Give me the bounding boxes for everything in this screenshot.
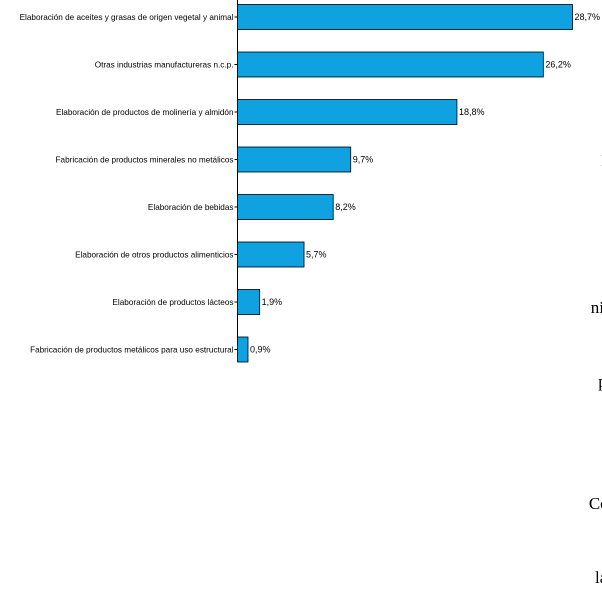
side-text-line: En <box>560 149 602 174</box>
category-label: Elaboración de aceites y grasas de orige… <box>20 13 234 22</box>
value-label: 8,2% <box>335 202 356 212</box>
bar <box>237 194 334 220</box>
side-text-line: la p <box>594 567 602 587</box>
bar-chart: Elaboración de aceites y grasas de orige… <box>20 0 601 363</box>
bar <box>237 99 458 125</box>
value-label: 18,8% <box>459 107 485 117</box>
category-label: Elaboración de otros productos alimentic… <box>75 251 233 260</box>
category-label: Elaboración de productos lácteos <box>112 298 233 307</box>
value-label: 1,9% <box>262 297 283 307</box>
bar <box>237 241 305 268</box>
side-text-line: Corr <box>588 494 602 513</box>
bar <box>237 146 352 173</box>
value-label: 5,7% <box>306 250 327 260</box>
bar <box>237 289 261 315</box>
side-text-line: ra <box>560 223 602 248</box>
category-label: Elaboración de productos de molinería y … <box>56 108 234 117</box>
category-label: Elaboración de bebidas <box>148 203 234 212</box>
category-label: Fabricación de productos metálicos para … <box>30 346 234 355</box>
category-label: Otras industrias manufactureras n.c.p. <box>95 61 234 70</box>
side-text-line: par <box>560 370 602 395</box>
value-label: 26,2% <box>545 60 571 70</box>
category-label: Fabricación de productos minerales no me… <box>56 156 234 165</box>
value-label: 0,9% <box>250 345 271 355</box>
value-label: 28,7% <box>575 12 601 22</box>
cropped-side-text: En ra nive par Corr la p <box>560 100 602 615</box>
bar <box>237 4 573 30</box>
value-label: 9,7% <box>353 155 374 165</box>
bar <box>237 336 249 363</box>
bar <box>237 51 544 78</box>
side-text-line: nive <box>590 298 602 317</box>
